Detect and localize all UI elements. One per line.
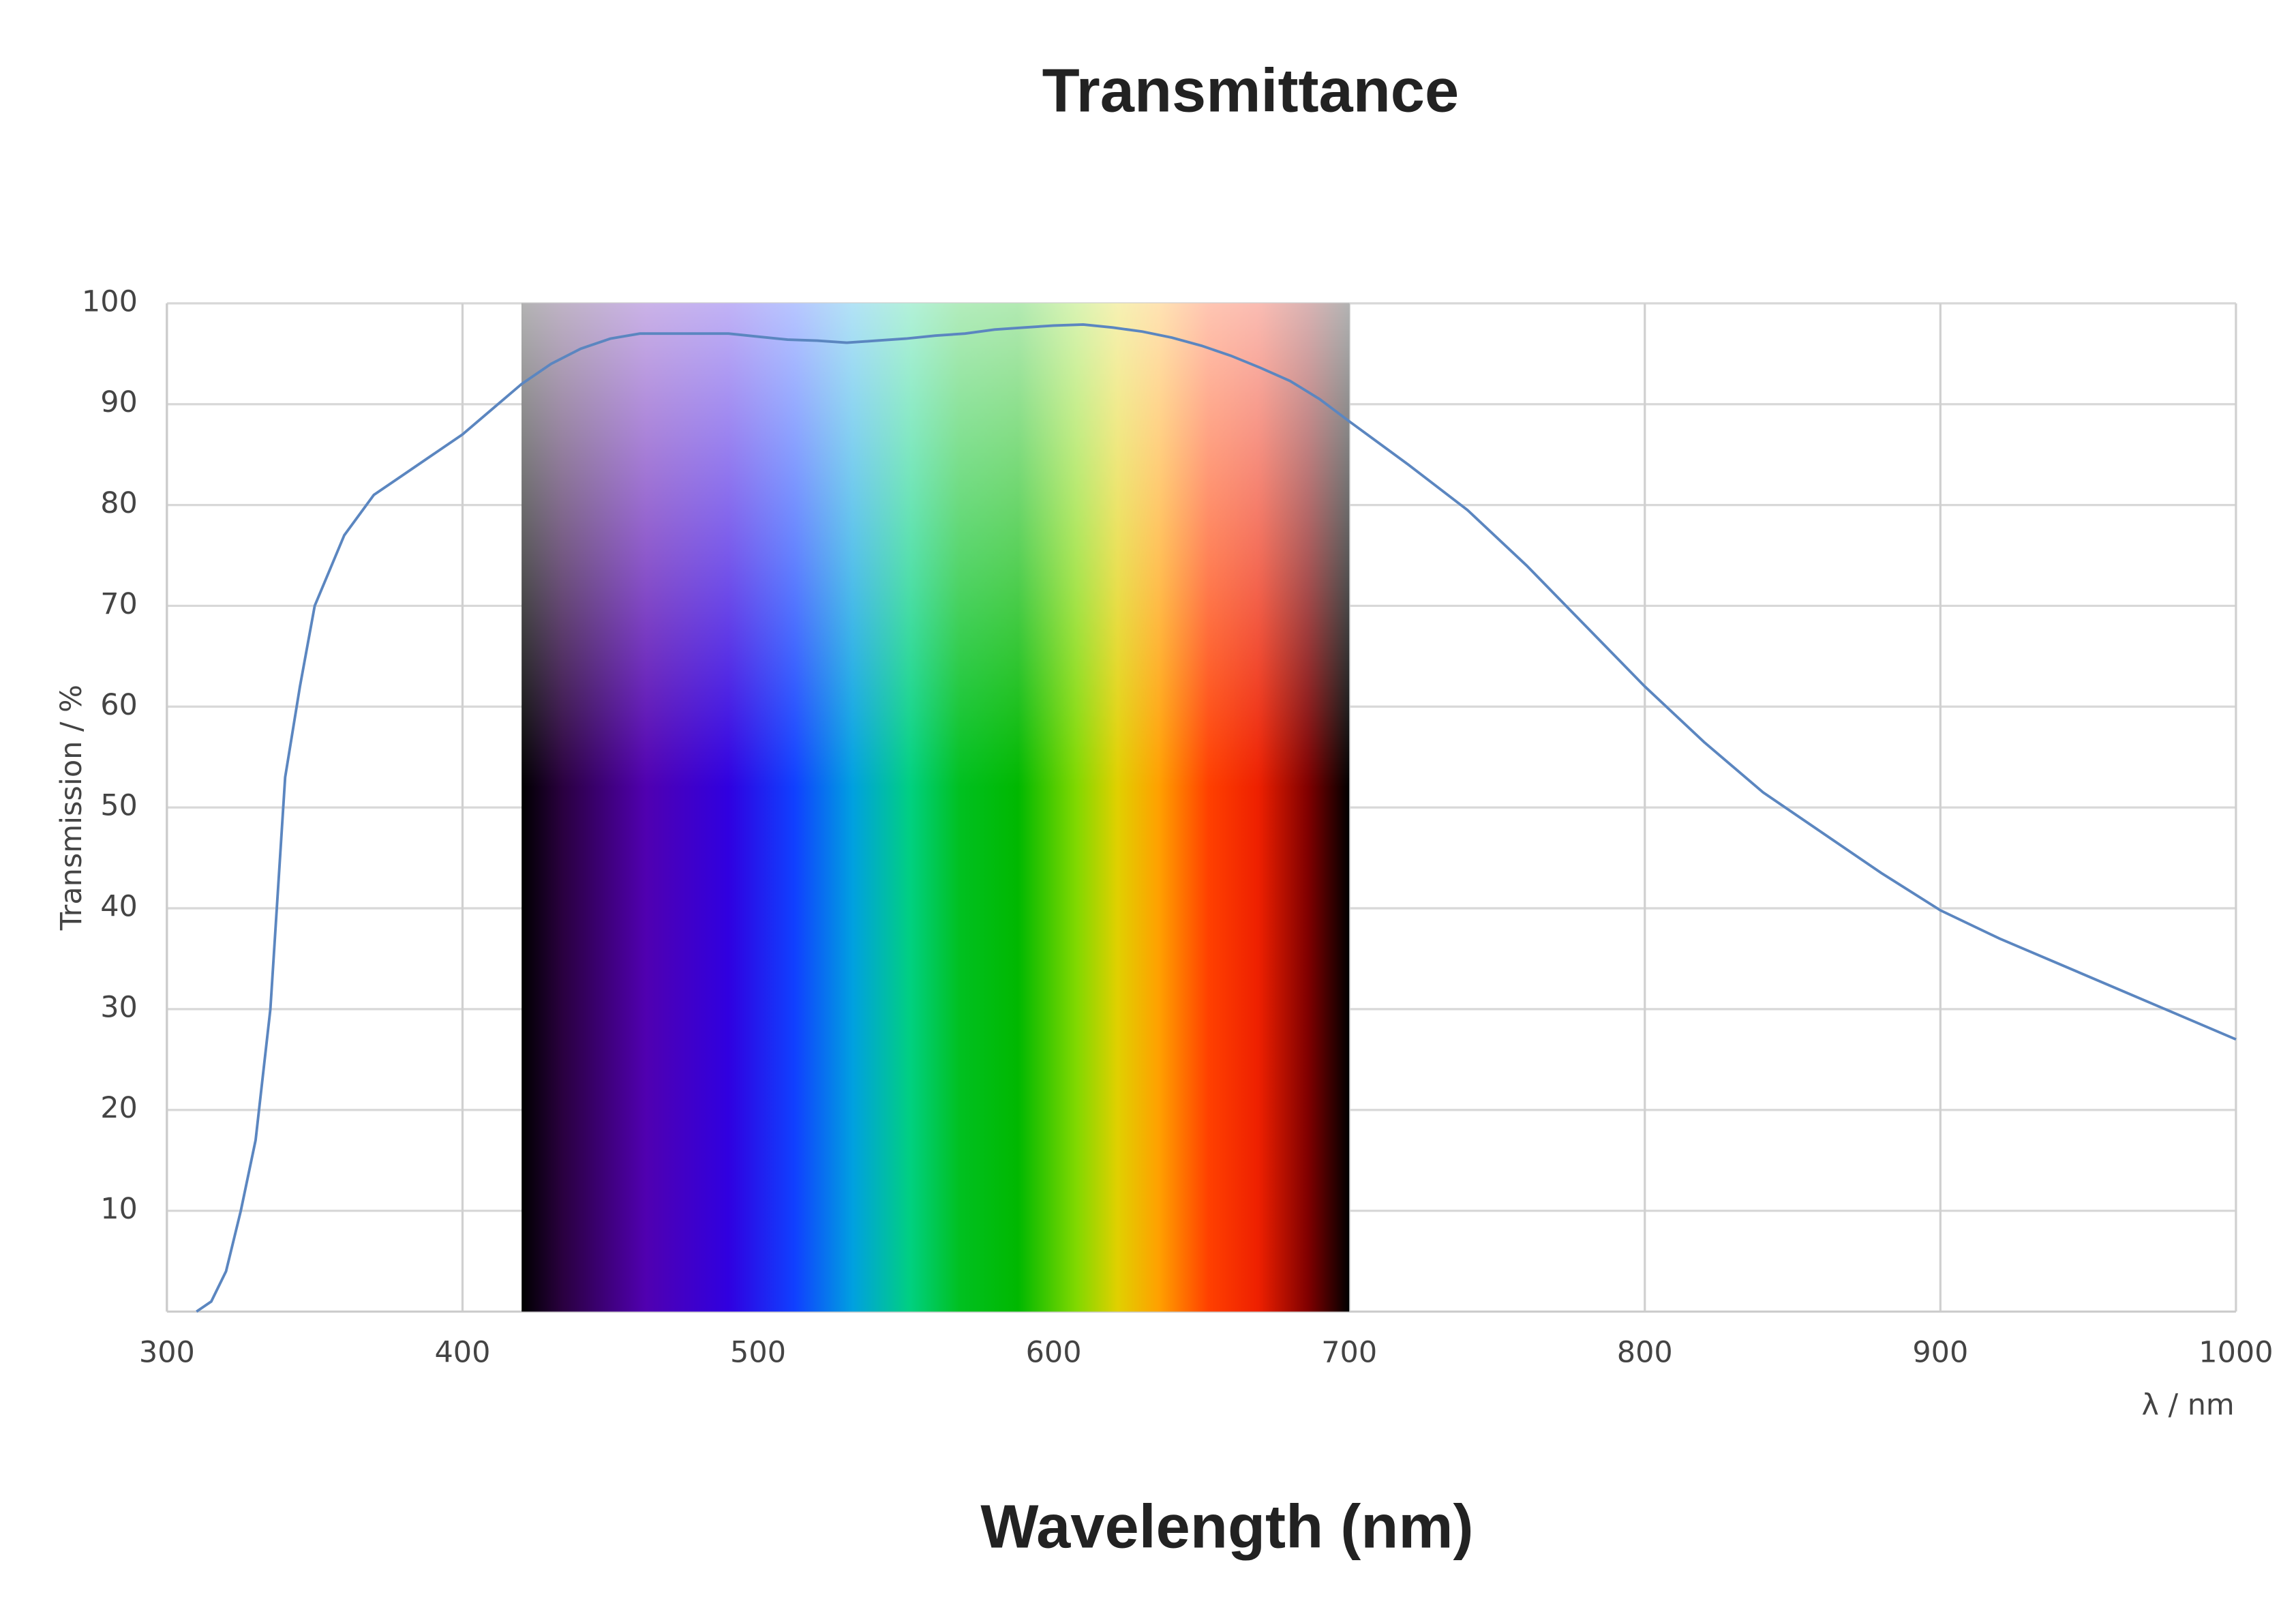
y-tick-label: 70 xyxy=(100,587,138,621)
y-tick-label: 50 xyxy=(100,789,138,823)
y-tick-label: 60 xyxy=(100,688,138,722)
y-tick-label: 10 xyxy=(100,1192,138,1226)
x-tick-label: 400 xyxy=(434,1335,490,1369)
x-tick-label: 1000 xyxy=(2199,1335,2273,1369)
y-tick-label: 100 xyxy=(82,284,138,318)
y-tick-label: 20 xyxy=(100,1091,138,1125)
chart-title: Transmittance xyxy=(1042,56,1460,125)
x-tick-label: 600 xyxy=(1026,1335,1082,1369)
spectrum-fade xyxy=(522,303,1350,1312)
x-tick-label: 700 xyxy=(1321,1335,1377,1369)
y-tick-label: 40 xyxy=(100,889,138,923)
x-tick-label: 900 xyxy=(1912,1335,1968,1369)
transmission-line xyxy=(196,323,2237,1313)
x-axis-title: Wavelength (nm) xyxy=(980,1492,1473,1561)
x-tick-label: 500 xyxy=(730,1335,786,1369)
y-tick-label: 30 xyxy=(100,990,138,1024)
y-tick-label: 90 xyxy=(100,385,138,419)
y-tick-label: 80 xyxy=(100,486,138,520)
x-tick-label: 300 xyxy=(139,1335,195,1369)
y-axis-title: Transmission / % xyxy=(55,685,89,931)
x-tick-label: 800 xyxy=(1617,1335,1673,1369)
x-unit-label: λ / nm xyxy=(2142,1388,2235,1422)
